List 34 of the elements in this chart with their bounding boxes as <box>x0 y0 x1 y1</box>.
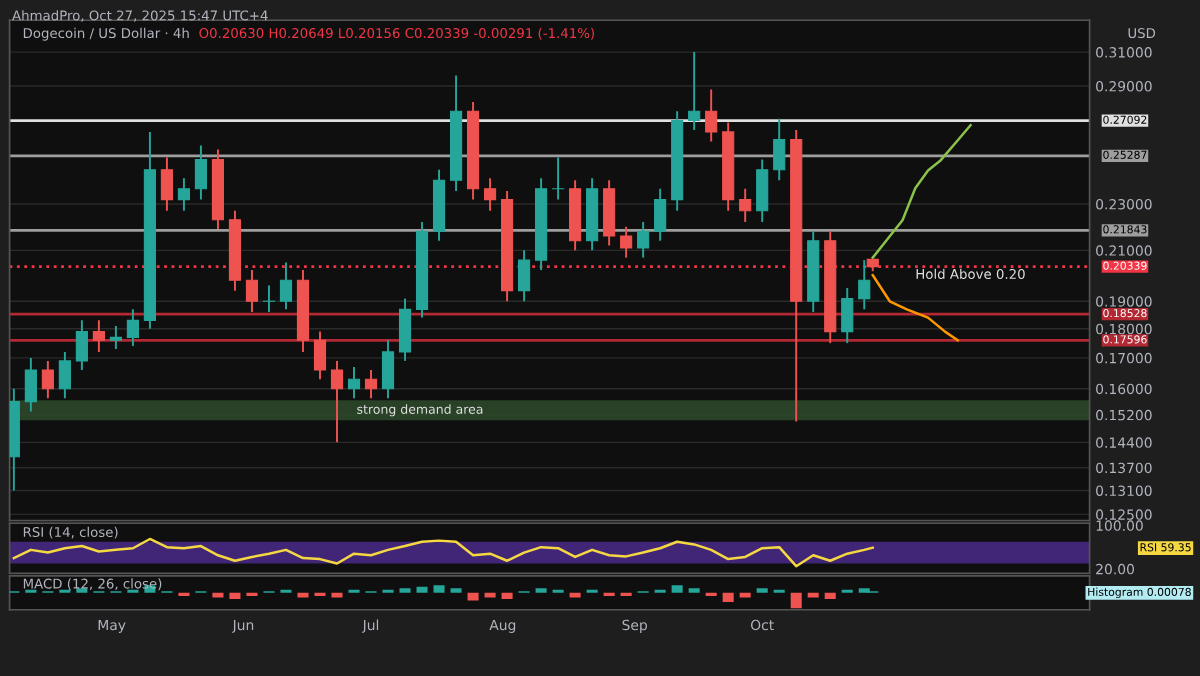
candlestick <box>245 269 259 314</box>
candlestick <box>773 117 786 182</box>
candlestick <box>313 330 327 381</box>
candlestick <box>552 156 565 201</box>
candlestick <box>177 177 191 212</box>
candlestick <box>603 179 616 247</box>
candlestick <box>262 284 276 314</box>
candlestick <box>654 187 667 242</box>
candlestick <box>518 249 531 303</box>
candlestick <box>637 221 650 259</box>
candlestick <box>109 324 122 350</box>
candlestick <box>24 356 37 413</box>
candlestick <box>75 319 88 371</box>
candlestick <box>620 225 633 259</box>
candlestick <box>58 350 71 400</box>
candlestick <box>279 261 293 311</box>
candlestick <box>739 187 752 224</box>
candlestick <box>756 158 769 224</box>
candlestick <box>330 359 344 444</box>
candlestick <box>381 339 395 400</box>
candlestick <box>194 144 208 201</box>
candlestick <box>705 88 718 143</box>
candlestick <box>483 177 497 212</box>
candlestick <box>364 369 378 400</box>
candlestick <box>92 319 105 353</box>
candlestick <box>841 287 854 345</box>
candlestick <box>347 365 361 400</box>
candlestick <box>688 51 701 131</box>
candlestick <box>858 259 871 311</box>
candlestick <box>160 156 174 212</box>
candlestick <box>41 359 54 400</box>
candlestick <box>398 297 412 362</box>
line-series <box>12 537 874 568</box>
candlestick <box>126 308 139 348</box>
